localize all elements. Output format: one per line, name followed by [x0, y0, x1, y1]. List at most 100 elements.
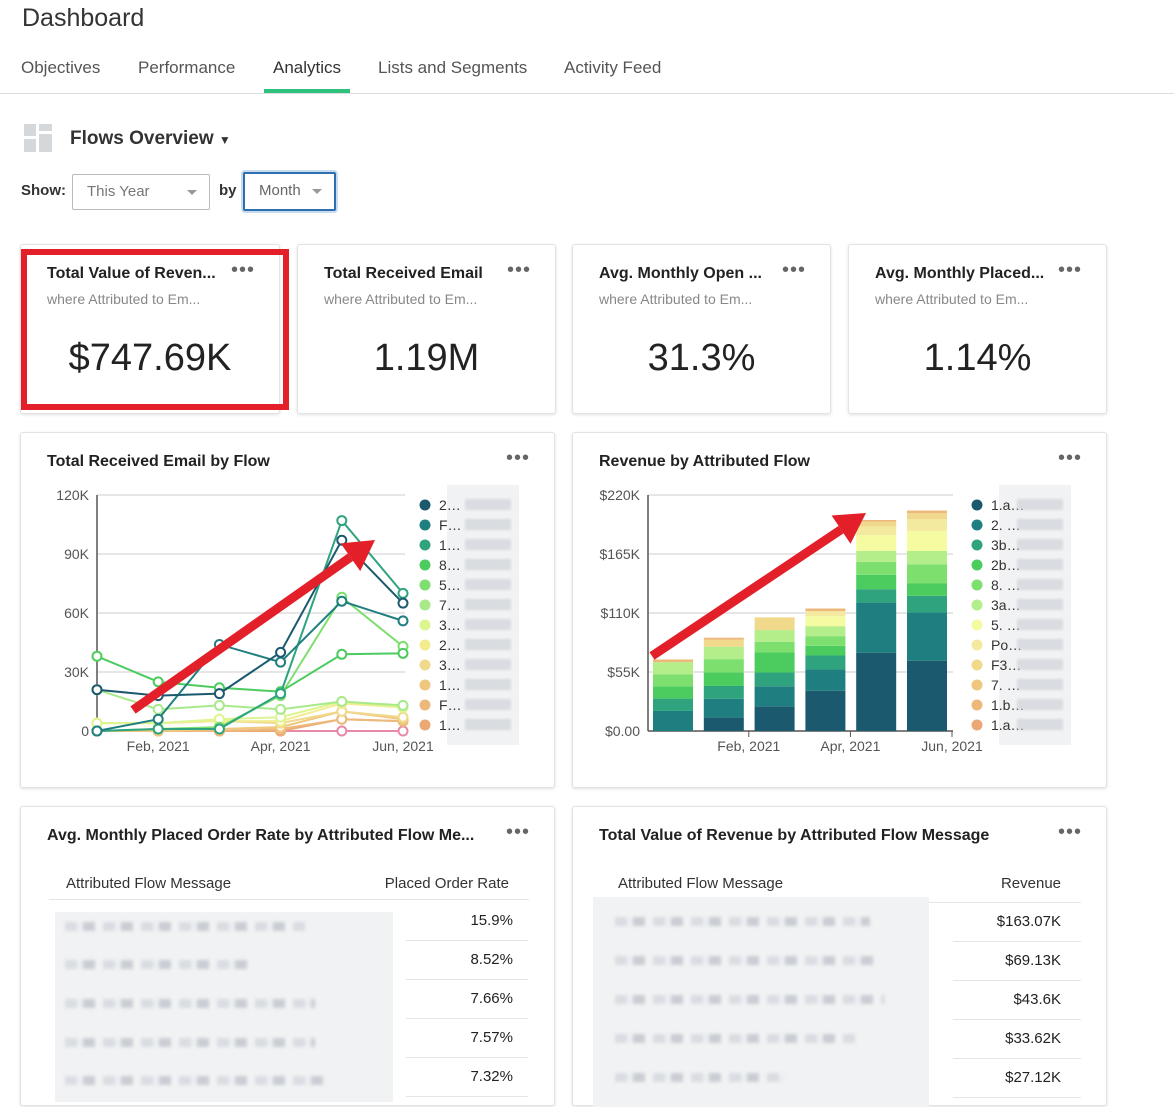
table-row-value: 8.52% — [406, 941, 528, 980]
data-point — [91, 650, 103, 662]
bar-segment — [703, 717, 744, 731]
data-point — [336, 725, 348, 737]
table-row-value: 7.66% — [406, 980, 528, 1019]
legend-marker — [971, 519, 983, 531]
bar-segment — [805, 645, 846, 656]
kpi-card-revenue[interactable]: Total Value of Reven... ••• where Attribu… — [20, 244, 280, 414]
legend-redaction — [465, 659, 511, 670]
legend-marker — [419, 719, 431, 731]
more-options-icon[interactable]: ••• — [230, 259, 255, 281]
legend-label: 7. … — [991, 677, 1021, 693]
dashboard-grid-icon — [24, 124, 52, 152]
red-arrow-annotation — [130, 553, 354, 714]
legend-redaction — [465, 619, 511, 630]
column-header-rate[interactable]: Placed Order Rate — [384, 875, 509, 892]
by-label: by — [219, 182, 237, 199]
legend-marker — [419, 659, 431, 671]
legend-marker — [419, 699, 431, 711]
y-tick-label: $165K — [600, 546, 641, 562]
period-select-value: Month — [259, 182, 301, 199]
data-point — [91, 684, 103, 696]
table-title: Total Value of Revenue by Attributed Flo… — [599, 827, 990, 844]
legend-label: 3… — [439, 617, 461, 633]
legend-marker — [419, 639, 431, 651]
legend-redaction — [465, 679, 511, 690]
bar-segment — [907, 550, 947, 565]
red-arrow-annotation — [649, 525, 844, 660]
x-tick-label: Feb, 2021 — [717, 738, 780, 754]
page-title: Dashboard — [22, 4, 145, 32]
legend-marker — [971, 499, 983, 511]
legend-marker — [971, 699, 983, 711]
kpi-subtitle: where Attributed to Em... — [599, 291, 753, 307]
table-row-value: $27.12K — [953, 1059, 1081, 1098]
tab-activity-feed[interactable]: Activity Feed — [564, 58, 662, 77]
bar-segment — [856, 602, 897, 653]
table-row-value: 7.32% — [406, 1058, 528, 1097]
legend-marker — [419, 619, 431, 631]
redacted-message-names — [55, 912, 393, 1102]
legend-redaction — [1017, 639, 1063, 650]
bar-segment — [703, 637, 744, 640]
data-point — [397, 597, 409, 609]
bar-segment — [907, 660, 947, 731]
more-options-icon[interactable]: ••• — [506, 259, 531, 281]
bar-segment — [653, 662, 693, 675]
bar-segment — [754, 706, 795, 731]
legend-label: 7… — [439, 597, 461, 613]
legend-label: Po… — [991, 637, 1022, 653]
more-options-icon[interactable]: ••• — [1057, 447, 1082, 469]
more-options-icon[interactable]: ••• — [505, 447, 530, 469]
kpi-value: 1.14% — [923, 337, 1032, 379]
legend-marker — [419, 519, 431, 531]
legend-redaction — [1017, 599, 1063, 610]
bar-segment — [907, 519, 947, 531]
legend-redaction — [1017, 659, 1063, 670]
column-header-message[interactable]: Attributed Flow Message — [66, 875, 232, 892]
bar-segment — [907, 564, 947, 584]
kpi-card-received-email[interactable]: Total Received Email ••• where Attributed… — [297, 244, 556, 414]
column-header-revenue[interactable]: Revenue — [1000, 875, 1061, 892]
bar-segment — [653, 698, 693, 711]
bar-segment — [856, 526, 897, 536]
chevron-down-icon — [187, 190, 197, 195]
kpi-card-open-rate[interactable]: Avg. Monthly Open ... ••• where Attribute… — [572, 244, 831, 414]
chevron-down-icon — [312, 189, 322, 194]
column-header-message[interactable]: Attributed Flow Message — [618, 875, 784, 892]
legend-marker — [971, 619, 983, 631]
legend-label: 2… — [439, 637, 461, 653]
data-point — [213, 723, 225, 735]
table-title: Avg. Monthly Placed Order Rate by Attrib… — [47, 827, 475, 844]
revenue-table-card: Total Value of Revenue by Attributed Flo… — [572, 806, 1107, 1107]
more-options-icon[interactable]: ••• — [1057, 821, 1082, 843]
more-options-icon[interactable]: ••• — [1057, 259, 1082, 281]
more-options-icon[interactable]: ••• — [781, 259, 806, 281]
red-arrowhead-annotation — [831, 513, 866, 544]
kpi-card-placed-order[interactable]: Avg. Monthly Placed... ••• where Attribut… — [848, 244, 1107, 414]
table-row-value: $163.07K — [953, 903, 1081, 942]
data-point — [397, 699, 409, 711]
tab-analytics[interactable]: Analytics — [264, 58, 351, 93]
data-point — [397, 725, 409, 737]
bar-segment — [703, 659, 744, 673]
y-tick-label: $55K — [607, 664, 640, 680]
legend-redaction — [1017, 559, 1063, 570]
data-point — [397, 587, 409, 599]
tab-lists-and-segments[interactable]: Lists and Segments — [378, 58, 528, 77]
legend-label: F… — [439, 697, 462, 713]
bar-segment — [703, 698, 744, 718]
flows-overview-dropdown[interactable]: Flows Overview ▼ — [70, 128, 231, 150]
tab-performance[interactable]: Performance — [138, 58, 236, 77]
bar-segment — [907, 510, 947, 514]
tab-objectives[interactable]: Objectives — [21, 58, 101, 77]
period-select[interactable]: Month — [243, 172, 336, 211]
range-select[interactable]: This Year — [72, 174, 210, 210]
more-options-icon[interactable]: ••• — [505, 821, 530, 843]
data-point — [275, 656, 287, 668]
legend-marker — [971, 679, 983, 691]
y-tick-label: 120K — [56, 487, 89, 503]
kpi-subtitle: where Attributed to Em... — [324, 291, 478, 307]
redacted-message-names — [593, 897, 929, 1107]
legend-label: F… — [439, 517, 462, 533]
